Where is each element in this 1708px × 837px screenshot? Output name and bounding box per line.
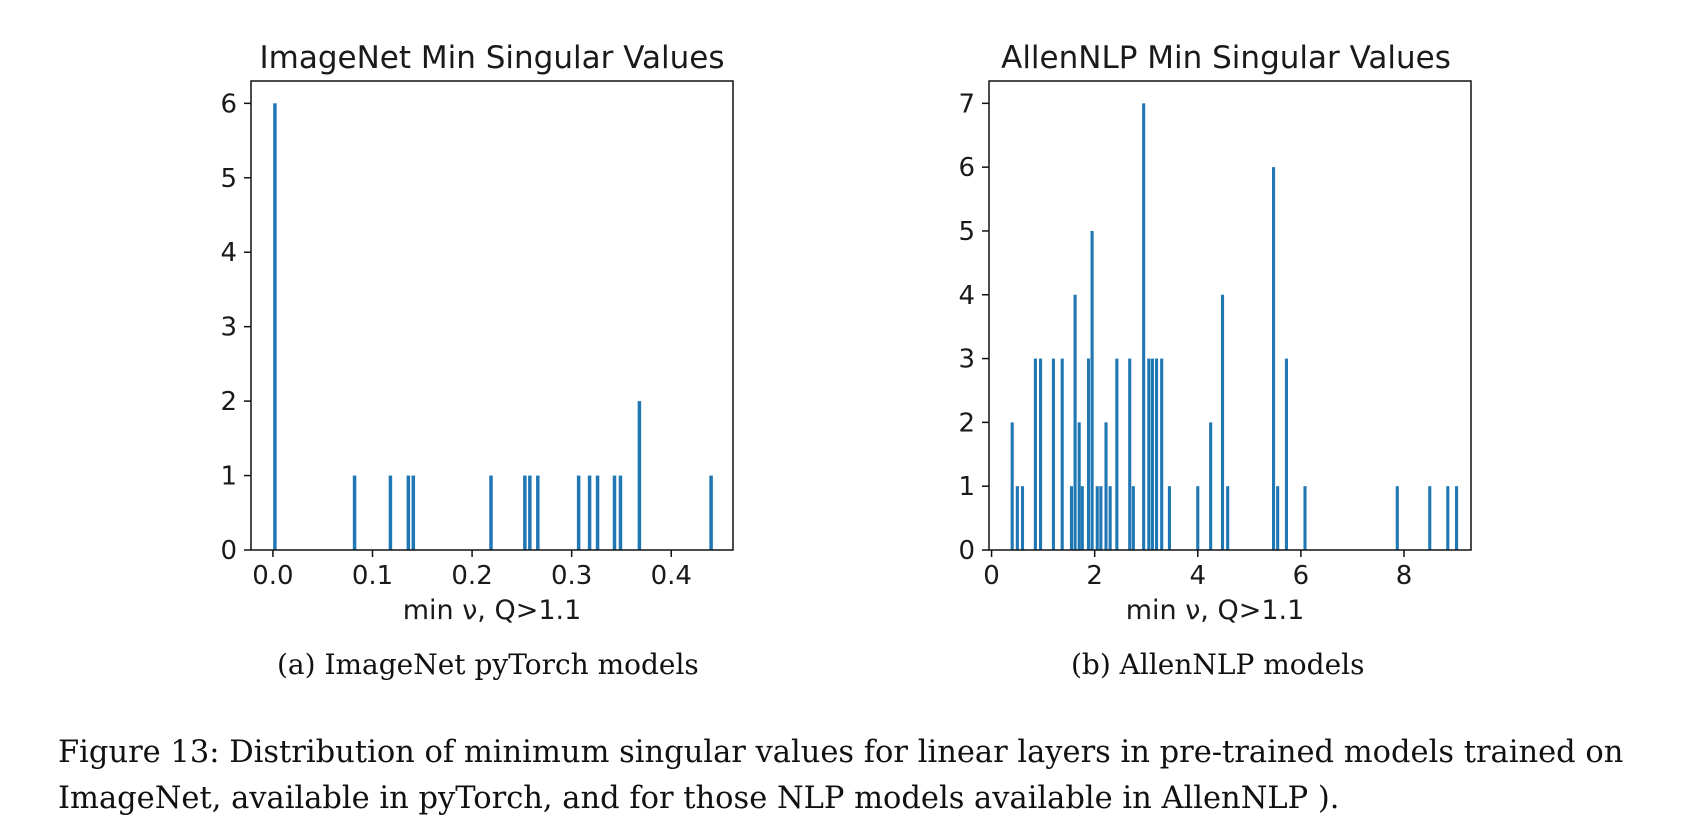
y-tick-label: 2	[958, 408, 975, 438]
y-tick-label: 3	[220, 313, 237, 343]
histogram-bar	[1086, 358, 1091, 550]
histogram-bar	[273, 103, 277, 550]
y-tick-label: 2	[220, 387, 237, 417]
histogram-bar	[1073, 294, 1077, 550]
histogram-bar	[618, 475, 623, 550]
x-tick-label: 6	[1293, 561, 1310, 591]
histogram-bar	[536, 475, 540, 550]
histogram-bar	[1154, 358, 1159, 550]
histogram-bar	[1033, 358, 1037, 550]
x-tick-label: 0.1	[352, 561, 393, 591]
histogram-bar	[1167, 486, 1171, 550]
x-tick-label: 0.3	[551, 561, 592, 591]
y-tick-label: 5	[958, 217, 975, 247]
y-tick-label: 3	[958, 345, 975, 375]
plot-frame	[988, 80, 1472, 551]
histogram-bar	[489, 475, 493, 550]
x-tick-label: 0.2	[451, 561, 492, 591]
x-tick-label: 8	[1396, 561, 1413, 591]
y-tick-label: 6	[958, 153, 975, 183]
y-tick-label: 1	[958, 472, 975, 502]
y-tick-label: 7	[958, 89, 975, 119]
histogram-bar	[1080, 486, 1084, 550]
histogram-bar	[1069, 486, 1074, 550]
histogram-bar	[1160, 358, 1164, 550]
histogram-bar	[411, 475, 416, 550]
histogram-bar	[1039, 358, 1043, 550]
histogram-bar	[709, 475, 713, 550]
histogram-bar	[1051, 358, 1055, 550]
histogram-bar	[587, 475, 592, 550]
panel-caption-b: (b) AllenNLP models	[1071, 648, 1365, 681]
y-tick-label: 1	[220, 462, 237, 492]
histogram-bar	[1104, 422, 1108, 550]
x-tick-label: 2	[1086, 561, 1103, 591]
histogram-bar	[1220, 294, 1225, 550]
histogram-bar	[1209, 422, 1213, 550]
histogram-bar	[1226, 486, 1230, 550]
histogram-bar	[612, 475, 617, 550]
chart-title: ImageNet Min Singular Values	[260, 40, 725, 76]
histogram-bar	[1090, 230, 1094, 550]
histogram-bar	[1284, 358, 1288, 550]
y-tick-label: 5	[220, 164, 237, 194]
histogram-bar	[1428, 486, 1432, 550]
histogram-bar	[595, 475, 600, 550]
x-tick-label: 0.0	[252, 561, 293, 591]
x-tick-label: 0.4	[651, 561, 692, 591]
y-tick-label: 0	[220, 536, 237, 566]
histogram-bar	[1077, 422, 1081, 550]
x-axis-label: min ν, Q>1.1	[403, 595, 582, 626]
histogram-bar	[1015, 486, 1019, 550]
y-tick-label: 0	[958, 536, 975, 566]
histogram-bar	[576, 475, 581, 550]
histogram-bar	[388, 475, 393, 550]
plot-frame	[250, 80, 734, 551]
histogram-bar	[1131, 486, 1135, 550]
histogram-bar	[1010, 422, 1014, 550]
y-tick-label: 4	[958, 281, 975, 311]
histogram-bar	[406, 475, 411, 550]
histogram-bar	[352, 475, 357, 550]
histogram-bar	[1303, 486, 1307, 550]
histogram-bar	[528, 475, 532, 550]
histogram-bar	[1099, 486, 1103, 550]
panel-caption-a: (a) ImageNet pyTorch models	[277, 648, 699, 681]
histogram-bar	[1128, 358, 1132, 550]
histogram-bar	[1147, 358, 1151, 550]
histogram-bar	[1272, 167, 1276, 550]
histogram-bar	[1095, 486, 1099, 550]
histogram-bar	[1142, 103, 1146, 550]
histogram-bar	[1108, 486, 1112, 550]
chart-title: AllenNLP Min Singular Values	[1001, 40, 1451, 76]
histogram-bar	[1020, 486, 1025, 550]
histogram-bar	[1446, 486, 1450, 550]
histogram-bar	[1060, 358, 1064, 550]
x-tick-label: 4	[1190, 561, 1207, 591]
y-tick-label: 4	[220, 238, 237, 268]
histogram-bar	[1115, 358, 1119, 550]
histogram-bar	[1455, 486, 1459, 550]
y-tick-label: 6	[220, 89, 237, 119]
histogram-bar	[1276, 486, 1280, 550]
x-tick-label: 0	[983, 561, 1000, 591]
figure-caption: Figure 13: Distribution of minimum singu…	[58, 735, 1624, 816]
histogram-bar	[637, 401, 642, 550]
histogram-bar	[1395, 486, 1399, 550]
histogram-bar	[523, 475, 527, 550]
histogram-bar	[1196, 486, 1200, 550]
histogram-bar	[1150, 358, 1154, 550]
x-axis-label: min ν, Q>1.1	[1126, 595, 1305, 626]
